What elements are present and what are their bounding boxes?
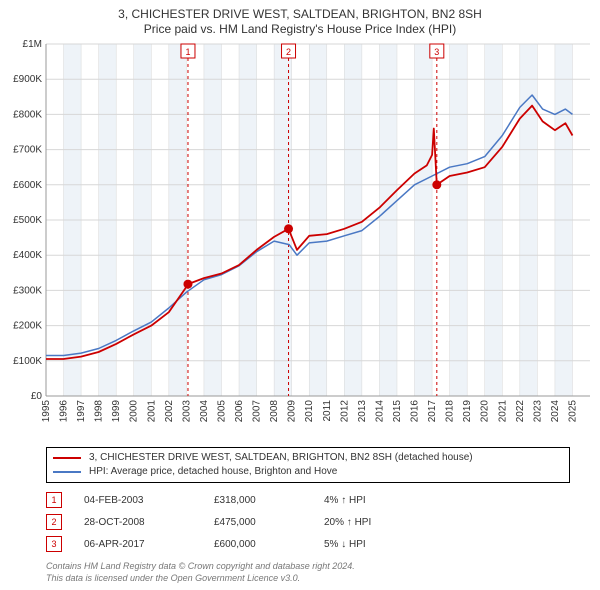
svg-text:2005: 2005	[216, 400, 227, 423]
svg-text:£500K: £500K	[13, 215, 42, 226]
svg-text:2004: 2004	[199, 400, 210, 423]
sale-date-2: 28-OCT-2008	[84, 517, 214, 528]
sale-row-3: 3 06-APR-2017 £600,000 5% ↓ HPI	[46, 533, 570, 555]
svg-text:1995: 1995	[41, 400, 52, 423]
svg-text:1997: 1997	[76, 400, 87, 423]
legend-label-hpi: HPI: Average price, detached house, Brig…	[89, 465, 337, 479]
svg-text:2023: 2023	[532, 400, 543, 423]
svg-text:£400K: £400K	[13, 250, 42, 261]
sale-price-3: £600,000	[214, 539, 324, 550]
svg-text:2016: 2016	[410, 400, 421, 423]
sale-date-1: 04-FEB-2003	[84, 495, 214, 506]
svg-text:2021: 2021	[497, 400, 508, 423]
sale-marker-3-icon: 3	[46, 536, 62, 552]
sale-delta-3: 5% ↓ HPI	[324, 539, 434, 550]
svg-text:3: 3	[434, 47, 439, 57]
svg-text:2015: 2015	[392, 400, 403, 423]
svg-text:2013: 2013	[357, 400, 368, 423]
svg-text:2018: 2018	[445, 400, 456, 423]
sale-delta-1: 4% ↑ HPI	[324, 495, 434, 506]
svg-text:2010: 2010	[304, 400, 315, 423]
legend-box: 3, CHICHESTER DRIVE WEST, SALTDEAN, BRIG…	[46, 447, 570, 483]
svg-text:2017: 2017	[427, 400, 438, 423]
svg-text:2006: 2006	[234, 400, 245, 423]
sale-marker-2-icon: 2	[46, 514, 62, 530]
sale-transactions: 1 04-FEB-2003 £318,000 4% ↑ HPI 2 28-OCT…	[46, 489, 570, 555]
svg-text:2001: 2001	[146, 400, 157, 423]
legend-row-hpi: HPI: Average price, detached house, Brig…	[53, 465, 563, 479]
svg-text:2022: 2022	[515, 400, 526, 423]
chart-title-line2: Price paid vs. HM Land Registry's House …	[0, 22, 600, 36]
attribution-text: Contains HM Land Registry data © Crown c…	[46, 561, 570, 584]
svg-text:2008: 2008	[269, 400, 280, 423]
sale-price-2: £475,000	[214, 517, 324, 528]
svg-text:2024: 2024	[550, 400, 561, 423]
chart-area: £0£100K£200K£300K£400K£500K£600K£700K£80…	[0, 36, 600, 441]
legend-swatch-property	[53, 457, 81, 459]
svg-text:£600K: £600K	[13, 180, 42, 191]
svg-text:2014: 2014	[374, 400, 385, 423]
page-container: 3, CHICHESTER DRIVE WEST, SALTDEAN, BRIG…	[0, 0, 600, 590]
svg-text:£300K: £300K	[13, 286, 42, 297]
price-chart-svg: £0£100K£200K£300K£400K£500K£600K£700K£80…	[0, 36, 600, 436]
sale-delta-2: 20% ↑ HPI	[324, 517, 434, 528]
legend-label-property: 3, CHICHESTER DRIVE WEST, SALTDEAN, BRIG…	[89, 451, 473, 465]
chart-title-line1: 3, CHICHESTER DRIVE WEST, SALTDEAN, BRIG…	[0, 0, 600, 22]
svg-text:2012: 2012	[339, 400, 350, 423]
svg-text:2009: 2009	[287, 400, 298, 423]
svg-text:2003: 2003	[181, 400, 192, 423]
svg-text:1996: 1996	[59, 400, 70, 423]
svg-text:£1M: £1M	[23, 39, 42, 50]
svg-text:1998: 1998	[94, 400, 105, 423]
sale-row-2: 2 28-OCT-2008 £475,000 20% ↑ HPI	[46, 511, 570, 533]
sale-date-3: 06-APR-2017	[84, 539, 214, 550]
svg-text:2025: 2025	[567, 400, 578, 423]
sale-row-1: 1 04-FEB-2003 £318,000 4% ↑ HPI	[46, 489, 570, 511]
svg-text:2007: 2007	[252, 400, 263, 423]
sale-price-1: £318,000	[214, 495, 324, 506]
svg-text:£100K: £100K	[13, 356, 42, 367]
svg-text:2000: 2000	[129, 400, 140, 423]
svg-text:£900K: £900K	[13, 74, 42, 85]
svg-text:2011: 2011	[322, 400, 333, 422]
svg-text:£700K: £700K	[13, 145, 42, 156]
svg-text:£200K: £200K	[13, 321, 42, 332]
svg-text:£800K: £800K	[13, 110, 42, 121]
attribution-line2: This data is licensed under the Open Gov…	[46, 573, 570, 585]
svg-text:2019: 2019	[462, 400, 473, 423]
legend-swatch-hpi	[53, 471, 81, 473]
sale-marker-1-icon: 1	[46, 492, 62, 508]
legend-row-property: 3, CHICHESTER DRIVE WEST, SALTDEAN, BRIG…	[53, 451, 563, 465]
svg-text:1: 1	[185, 47, 190, 57]
attribution-line1: Contains HM Land Registry data © Crown c…	[46, 561, 570, 573]
svg-text:2020: 2020	[480, 400, 491, 423]
svg-text:1999: 1999	[111, 400, 122, 423]
svg-text:2: 2	[286, 47, 291, 57]
svg-text:2002: 2002	[164, 400, 175, 423]
